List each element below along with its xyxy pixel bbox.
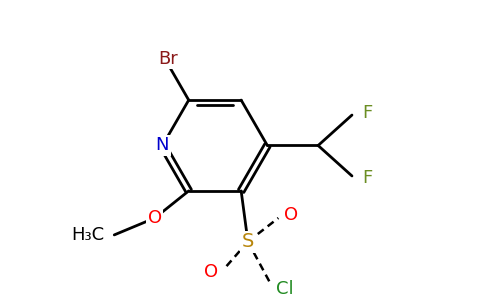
Text: N: N xyxy=(156,136,169,154)
Text: H₃C: H₃C xyxy=(71,226,104,244)
Text: F: F xyxy=(362,104,372,122)
Text: Br: Br xyxy=(158,50,178,68)
Text: O: O xyxy=(284,206,298,224)
Text: O: O xyxy=(204,263,218,281)
Text: F: F xyxy=(362,169,372,187)
Text: Cl: Cl xyxy=(276,280,294,298)
Text: O: O xyxy=(148,209,162,227)
Text: S: S xyxy=(242,232,254,251)
